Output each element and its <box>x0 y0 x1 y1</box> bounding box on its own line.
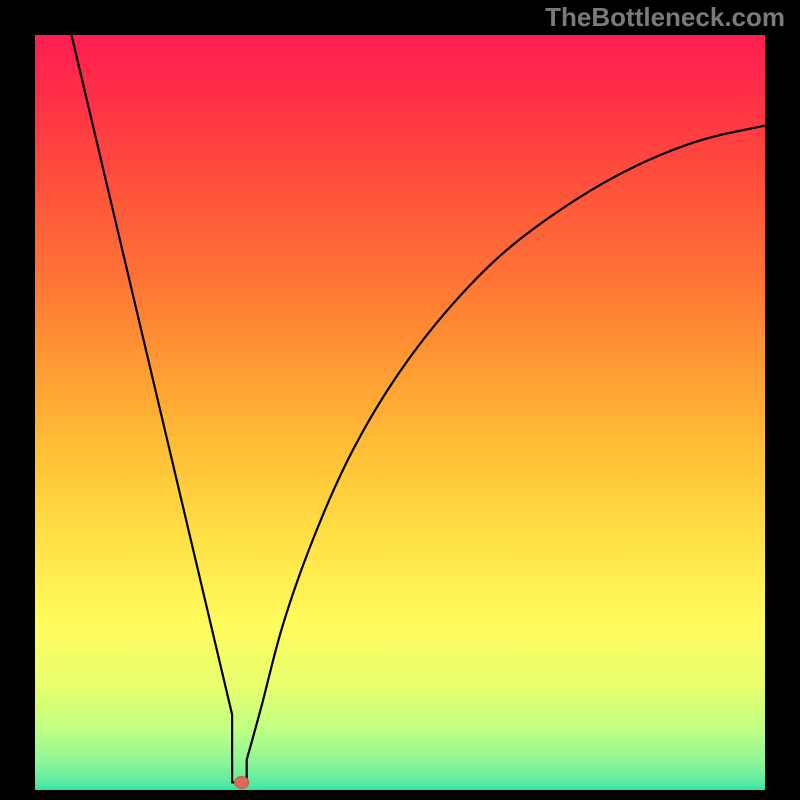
bottleneck-curve <box>72 35 766 782</box>
optimum-marker <box>235 776 249 788</box>
curve-overlay <box>0 0 800 800</box>
chart-frame: TheBottleneck.com <box>0 0 800 800</box>
